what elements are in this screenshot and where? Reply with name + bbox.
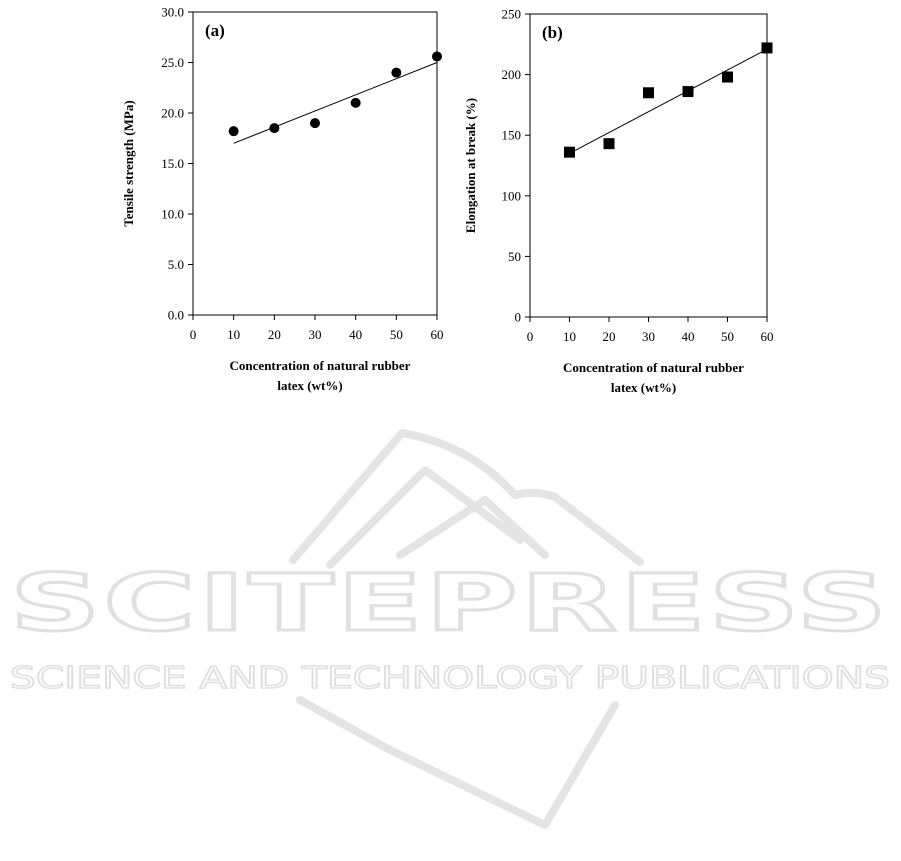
x-axis-label-line2: latex (wt%) [611, 380, 676, 395]
y-axis-label: Elongation at break (%) [463, 98, 478, 233]
panel-label: (b) [542, 23, 563, 42]
y-tick-label: 5.0 [168, 257, 184, 272]
x-axis-label-line1: Concentration of natural rubber [230, 358, 411, 373]
trend-line [569, 48, 768, 154]
plot-frame [192, 11, 438, 316]
x-tick-label: 30 [309, 327, 322, 342]
y-tick-label: 100 [502, 188, 522, 203]
trend-line [233, 62, 438, 144]
y-tick-label: 0 [515, 310, 522, 325]
x-tick-label: 50 [721, 329, 734, 344]
y-tick-label: 200 [502, 67, 522, 82]
x-tick-label: 20 [268, 327, 281, 342]
data-point [682, 86, 694, 98]
data-point [228, 126, 239, 137]
chart-b-elongation-at-break: 0 50 100 150 200 250 0 10 20 30 40 50 60 (b) Concentra… [463, 7, 774, 396]
data-point [350, 97, 361, 108]
y-tick-label: 25.0 [161, 55, 184, 70]
data-point [761, 42, 773, 54]
x-tick-label: 0 [527, 329, 534, 344]
x-tick-label: 40 [682, 329, 695, 344]
x-tick-label: 50 [390, 327, 403, 342]
x-tick-label: 10 [563, 329, 576, 344]
chart-a-tensile-strength: 0.0 5.0 10.0 15.0 20.0 25.0 30.0 0 10 20 30 40 50 60 (… [121, 5, 444, 394]
data-point [564, 146, 575, 158]
y-tick-label: 15.0 [161, 156, 184, 171]
data-point [432, 51, 442, 62]
y-tick-label: 50 [508, 249, 521, 264]
x-axis-label-line1: Concentration of natural rubber [563, 360, 744, 375]
data-point [269, 123, 280, 134]
data-point [391, 67, 402, 78]
watermark-brand-text: SCITEPRESS [10, 559, 890, 649]
watermark-tagline-text: SCIENCE AND TECHNOLOGY PUBLICATIONS [10, 661, 890, 696]
y-tick-label: 20.0 [161, 106, 184, 121]
x-tick-label: 10 [227, 327, 240, 342]
x-axis-label-line2: latex (wt%) [277, 378, 342, 393]
y-tick-label: 0.0 [168, 308, 184, 323]
y-tick-label: 30.0 [161, 5, 184, 20]
x-tick-label: 20 [603, 329, 616, 344]
data-point [643, 87, 654, 99]
data-point [722, 71, 733, 83]
x-tick-label: 40 [349, 327, 362, 342]
y-tick-label: 250 [502, 7, 522, 22]
data-point [310, 118, 320, 129]
publisher-watermark: SCITEPRESS SCIENCE AND TECHNOLOGY PUBLIC… [9, 429, 891, 829]
y-axis-label: Tensile strength (MPa) [121, 100, 136, 226]
x-tick-label: 30 [642, 329, 655, 344]
watermark-book-logo [289, 429, 644, 829]
data-point [603, 138, 615, 150]
x-tick-label: 60 [431, 327, 444, 342]
y-tick-label: 10.0 [161, 207, 184, 222]
plot-frame [529, 13, 768, 318]
x-tick-label: 60 [761, 329, 774, 344]
panel-label: (a) [205, 21, 225, 40]
x-tick-label: 0 [190, 327, 197, 342]
y-tick-label: 150 [502, 128, 522, 143]
